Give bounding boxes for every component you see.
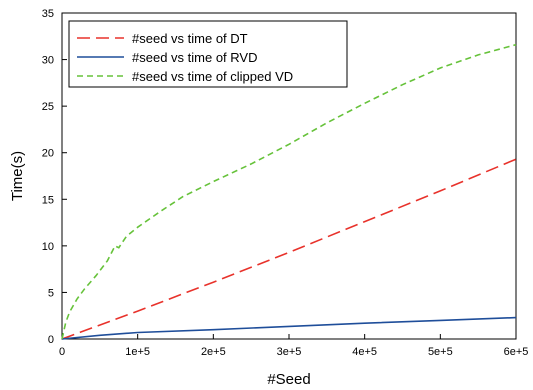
legend-label-3: #seed vs time of clipped VD [132,69,293,84]
x-tick-label: 0 [59,346,65,358]
series-line-2 [61,316,517,340]
series-line-3 [61,43,517,340]
x-tick-label: 6e+5 [504,346,529,358]
y-tick-label: 30 [42,55,54,67]
legend: #seed vs time of DT #seed vs time of RVD #… [68,20,348,88]
y-tick-label: 10 [42,241,54,253]
y-tick-label: 5 [48,287,54,299]
y-tick-label: 25 [42,101,54,113]
x-tick-label: 5e+5 [428,346,453,358]
legend-label-1: #seed vs time of DT [132,31,248,46]
series-line-1 [61,158,517,340]
y-tick-label: 15 [42,194,54,206]
y-axis-title: Time(s) [9,151,26,201]
y-tick-label: 0 [48,334,54,346]
x-tick-label: 4e+5 [352,346,377,358]
y-tick-label: 20 [42,148,54,160]
legend-label-2: #seed vs time of RVD [132,50,257,65]
legend-box [68,20,348,88]
x-tick-label: 3e+5 [277,346,302,358]
series-layer [61,43,517,340]
x-tick-label: 1e+5 [125,346,150,358]
x-tick-label: 2e+5 [201,346,226,358]
y-tick-label: 35 [42,8,54,20]
x-axis-title: #Seed [267,371,310,388]
axis-ticks: 0 1e+5 2e+5 3e+5 4e+5 5e+5 6e+5 0 5 10 15 20 25 30 35 [42,8,529,358]
